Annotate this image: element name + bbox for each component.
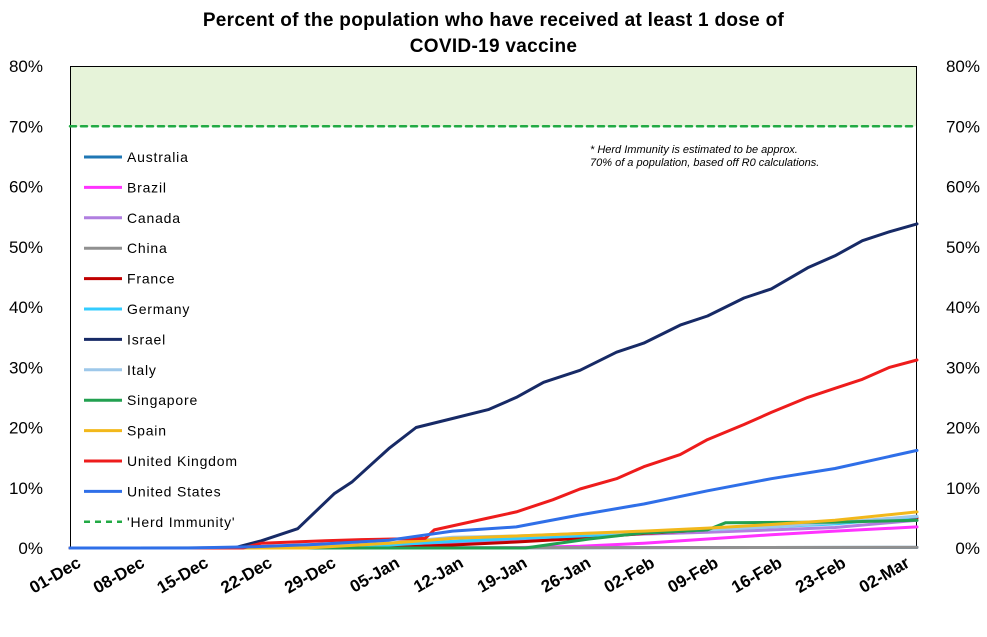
y-axis-right: 0% 10% 20% 30% 40% 50% 60% 70% 80% (946, 57, 980, 558)
y-tick-label-left: 60% (9, 178, 43, 197)
legend-label: Canada (127, 210, 181, 226)
y-axis-left: 0% 10% 20% 30% 40% 50% 60% 70% 80% (9, 57, 43, 558)
x-tick-label: 08-Dec (90, 553, 148, 597)
legend-label: United States (127, 483, 221, 499)
y-tick-label-left: 0% (18, 539, 43, 558)
x-tick-label: 02-Mar (856, 553, 913, 597)
x-tick-label: 19-Jan (474, 553, 530, 596)
y-tick-label-right: 30% (946, 358, 980, 377)
x-tick-label: 16-Feb (728, 553, 785, 597)
y-tick-label-left: 30% (9, 358, 43, 377)
x-tick-label: 26-Jan (538, 553, 594, 596)
y-tick-label-left: 50% (9, 238, 43, 257)
x-tick-label: 29-Dec (281, 553, 339, 597)
x-tick-label: 15-Dec (154, 553, 212, 597)
x-tick-label: 12-Jan (410, 553, 466, 596)
x-tick-label: 23-Feb (792, 553, 849, 597)
legend: Australia Brazil Canada China France Germany I… (84, 149, 238, 530)
x-tick-label: 22-Dec (217, 553, 275, 597)
chart-title-line2: COVID-19 vaccine (409, 36, 578, 57)
y-tick-label-left: 70% (9, 117, 43, 136)
y-tick-label-right: 40% (946, 298, 980, 317)
x-tick-label: 01-Dec (26, 553, 84, 597)
series-line-united-kingdom (68, 358, 919, 550)
legend-label: Germany (127, 301, 190, 317)
herd-immunity-zone (70, 66, 917, 127)
legend-label: France (127, 271, 175, 287)
x-tick-label: 09-Feb (665, 553, 722, 597)
legend-label: Australia (127, 149, 189, 165)
legend-label: Brazil (127, 179, 167, 195)
legend-label: 'Herd Immunity' (127, 514, 235, 530)
legend-label: China (127, 240, 168, 256)
y-tick-label-right: 0% (955, 539, 980, 558)
x-axis: 01-Dec 08-Dec 15-Dec 22-Dec 29-Dec 05-Jan 12-J… (26, 553, 913, 598)
y-tick-label-right: 70% (946, 117, 980, 136)
y-tick-label-right: 80% (946, 57, 980, 76)
y-tick-label-left: 10% (9, 479, 43, 498)
y-tick-label-right: 50% (946, 238, 980, 257)
x-tick-label: 05-Jan (347, 553, 403, 596)
y-tick-label-left: 80% (9, 57, 43, 76)
legend-label: Italy (127, 362, 157, 378)
series-line-united-states (68, 448, 919, 550)
series-line-israel (68, 222, 919, 550)
legend-label: Singapore (127, 392, 198, 408)
y-tick-label-right: 20% (946, 419, 980, 438)
chart-title-line1: Percent of the population who have recei… (202, 10, 785, 31)
herd-immunity-note-line2: 70% of a population, based off R0 calcul… (590, 157, 820, 169)
y-tick-label-right: 60% (946, 178, 980, 197)
legend-label: Spain (127, 423, 167, 439)
series-line-spain (68, 510, 919, 550)
y-tick-label-left: 40% (9, 298, 43, 317)
herd-immunity-note-line1: * Herd Immunity is estimated to be appro… (590, 144, 798, 156)
y-tick-label-right: 10% (946, 479, 980, 498)
y-tick-label-left: 20% (9, 419, 43, 438)
legend-label: United Kingdom (127, 453, 238, 469)
x-tick-label: 02-Feb (601, 553, 658, 597)
series-lines (68, 125, 919, 550)
legend-label: Israel (127, 331, 166, 347)
